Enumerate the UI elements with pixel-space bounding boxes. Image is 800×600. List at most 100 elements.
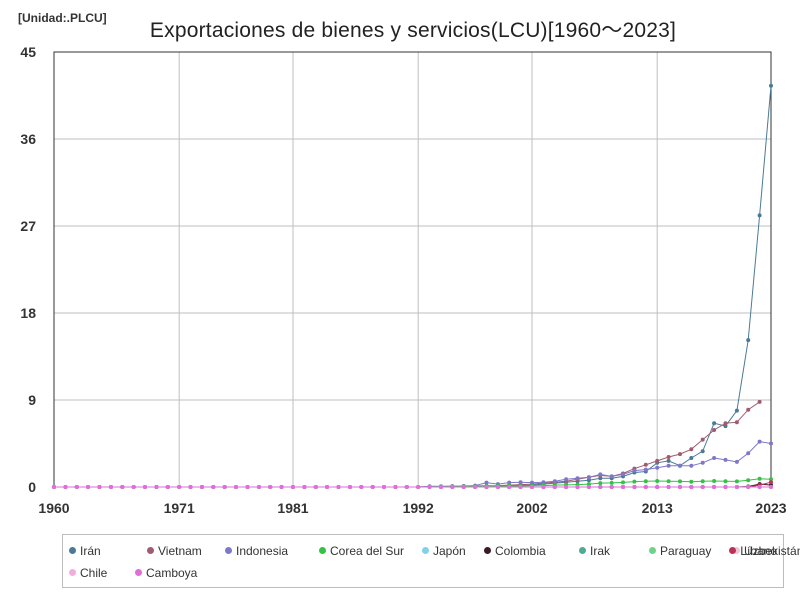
data-point bbox=[74, 485, 79, 489]
data-point bbox=[598, 476, 603, 481]
data-point bbox=[552, 485, 557, 489]
chart-title: Exportaciones de bienes y servicios(LCU)… bbox=[149, 19, 677, 42]
legend-label: Corea del Sur bbox=[330, 544, 405, 558]
data-point bbox=[473, 485, 478, 489]
data-point bbox=[621, 485, 625, 489]
data-point bbox=[678, 479, 682, 484]
data-point bbox=[689, 485, 694, 489]
data-point bbox=[245, 485, 250, 489]
data-point bbox=[507, 480, 512, 485]
data-point bbox=[609, 485, 614, 489]
data-point bbox=[63, 485, 68, 489]
data-point bbox=[575, 476, 580, 481]
data-point bbox=[723, 485, 728, 489]
plot-frame bbox=[53, 51, 772, 488]
data-point bbox=[177, 485, 182, 489]
x-tick-label: 2013 bbox=[642, 500, 673, 516]
legend-marker bbox=[69, 569, 76, 577]
data-point bbox=[655, 485, 660, 489]
data-point bbox=[347, 485, 352, 489]
data-point bbox=[609, 480, 614, 485]
data-point bbox=[108, 485, 113, 489]
data-point bbox=[541, 485, 546, 489]
legend-label: Chile bbox=[80, 566, 108, 580]
legend-item: Japón bbox=[422, 544, 466, 558]
data-point bbox=[507, 485, 512, 489]
data-point bbox=[86, 485, 91, 489]
data-point bbox=[769, 485, 773, 489]
data-point bbox=[712, 421, 717, 426]
data-point bbox=[700, 449, 705, 454]
data-point bbox=[643, 485, 648, 489]
data-point bbox=[632, 479, 637, 484]
data-point bbox=[700, 460, 705, 465]
data-point bbox=[723, 457, 728, 462]
legend-item: Camboya bbox=[135, 566, 197, 580]
data-point bbox=[666, 485, 671, 489]
data-point bbox=[666, 455, 671, 459]
data-point bbox=[484, 485, 489, 489]
data-point bbox=[621, 480, 625, 485]
series-line bbox=[54, 441, 772, 488]
data-point bbox=[586, 482, 591, 487]
data-point bbox=[325, 485, 330, 489]
legend-marker bbox=[147, 547, 154, 555]
data-point bbox=[165, 485, 170, 489]
data-point bbox=[586, 478, 591, 483]
legend-label: Paraguay bbox=[660, 544, 712, 558]
legend-item: Irán bbox=[69, 544, 101, 558]
series-Irán bbox=[52, 83, 773, 489]
legend-marker bbox=[135, 569, 142, 577]
data-point bbox=[586, 475, 591, 480]
data-point bbox=[655, 479, 660, 483]
grid-lines bbox=[53, 51, 772, 488]
series-line bbox=[54, 478, 772, 488]
legend-item: Vietnam bbox=[147, 544, 202, 558]
data-point bbox=[495, 485, 500, 489]
x-tick-label: 1971 bbox=[164, 500, 195, 516]
data-point bbox=[746, 338, 751, 343]
data-point bbox=[302, 485, 307, 489]
legend-label: Vietnam bbox=[158, 544, 202, 558]
data-point bbox=[222, 485, 227, 489]
legend-marker bbox=[422, 547, 429, 555]
data-point bbox=[518, 480, 523, 485]
data-point bbox=[154, 485, 159, 489]
data-point bbox=[757, 485, 762, 489]
legend-marker bbox=[729, 547, 737, 555]
data-point bbox=[712, 479, 717, 483]
data-point bbox=[666, 458, 671, 463]
data-point bbox=[655, 458, 660, 463]
data-point bbox=[621, 472, 625, 477]
data-point bbox=[723, 421, 728, 426]
data-point bbox=[757, 213, 762, 218]
x-tick-label: 1992 bbox=[403, 500, 434, 516]
data-point bbox=[689, 456, 694, 460]
data-point bbox=[450, 485, 455, 489]
x-tick-label: 2023 bbox=[755, 500, 786, 516]
legend-item: Líbano bbox=[729, 544, 777, 558]
data-point bbox=[200, 485, 204, 489]
data-point bbox=[666, 479, 671, 484]
data-point bbox=[131, 485, 136, 489]
data-point bbox=[564, 485, 569, 489]
data-point bbox=[734, 420, 739, 425]
data-point bbox=[678, 452, 682, 457]
legend-label: Japón bbox=[433, 544, 466, 558]
data-point bbox=[279, 485, 284, 489]
data-point bbox=[586, 485, 591, 489]
legend-label: Indonesia bbox=[236, 544, 289, 558]
data-point bbox=[723, 479, 728, 484]
y-tick-label: 45 bbox=[20, 44, 36, 60]
data-point bbox=[530, 485, 534, 489]
data-point bbox=[712, 485, 717, 489]
data-point bbox=[97, 485, 102, 489]
data-point bbox=[643, 467, 648, 472]
legend-item: Paraguay bbox=[649, 544, 711, 558]
data-point bbox=[700, 437, 705, 442]
data-point bbox=[643, 462, 648, 467]
data-point bbox=[313, 485, 318, 489]
data-point bbox=[598, 481, 603, 486]
y-tick-label: 9 bbox=[28, 392, 36, 408]
